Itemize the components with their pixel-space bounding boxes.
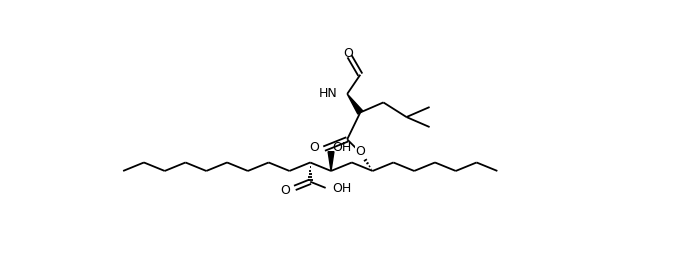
Text: O: O xyxy=(309,141,319,154)
Text: O: O xyxy=(356,145,365,158)
Text: O: O xyxy=(280,184,290,197)
Text: OH: OH xyxy=(332,141,352,154)
Text: O: O xyxy=(343,47,353,60)
Text: OH: OH xyxy=(332,182,351,195)
Polygon shape xyxy=(328,152,334,171)
Polygon shape xyxy=(347,94,363,114)
Text: HN: HN xyxy=(318,87,337,100)
